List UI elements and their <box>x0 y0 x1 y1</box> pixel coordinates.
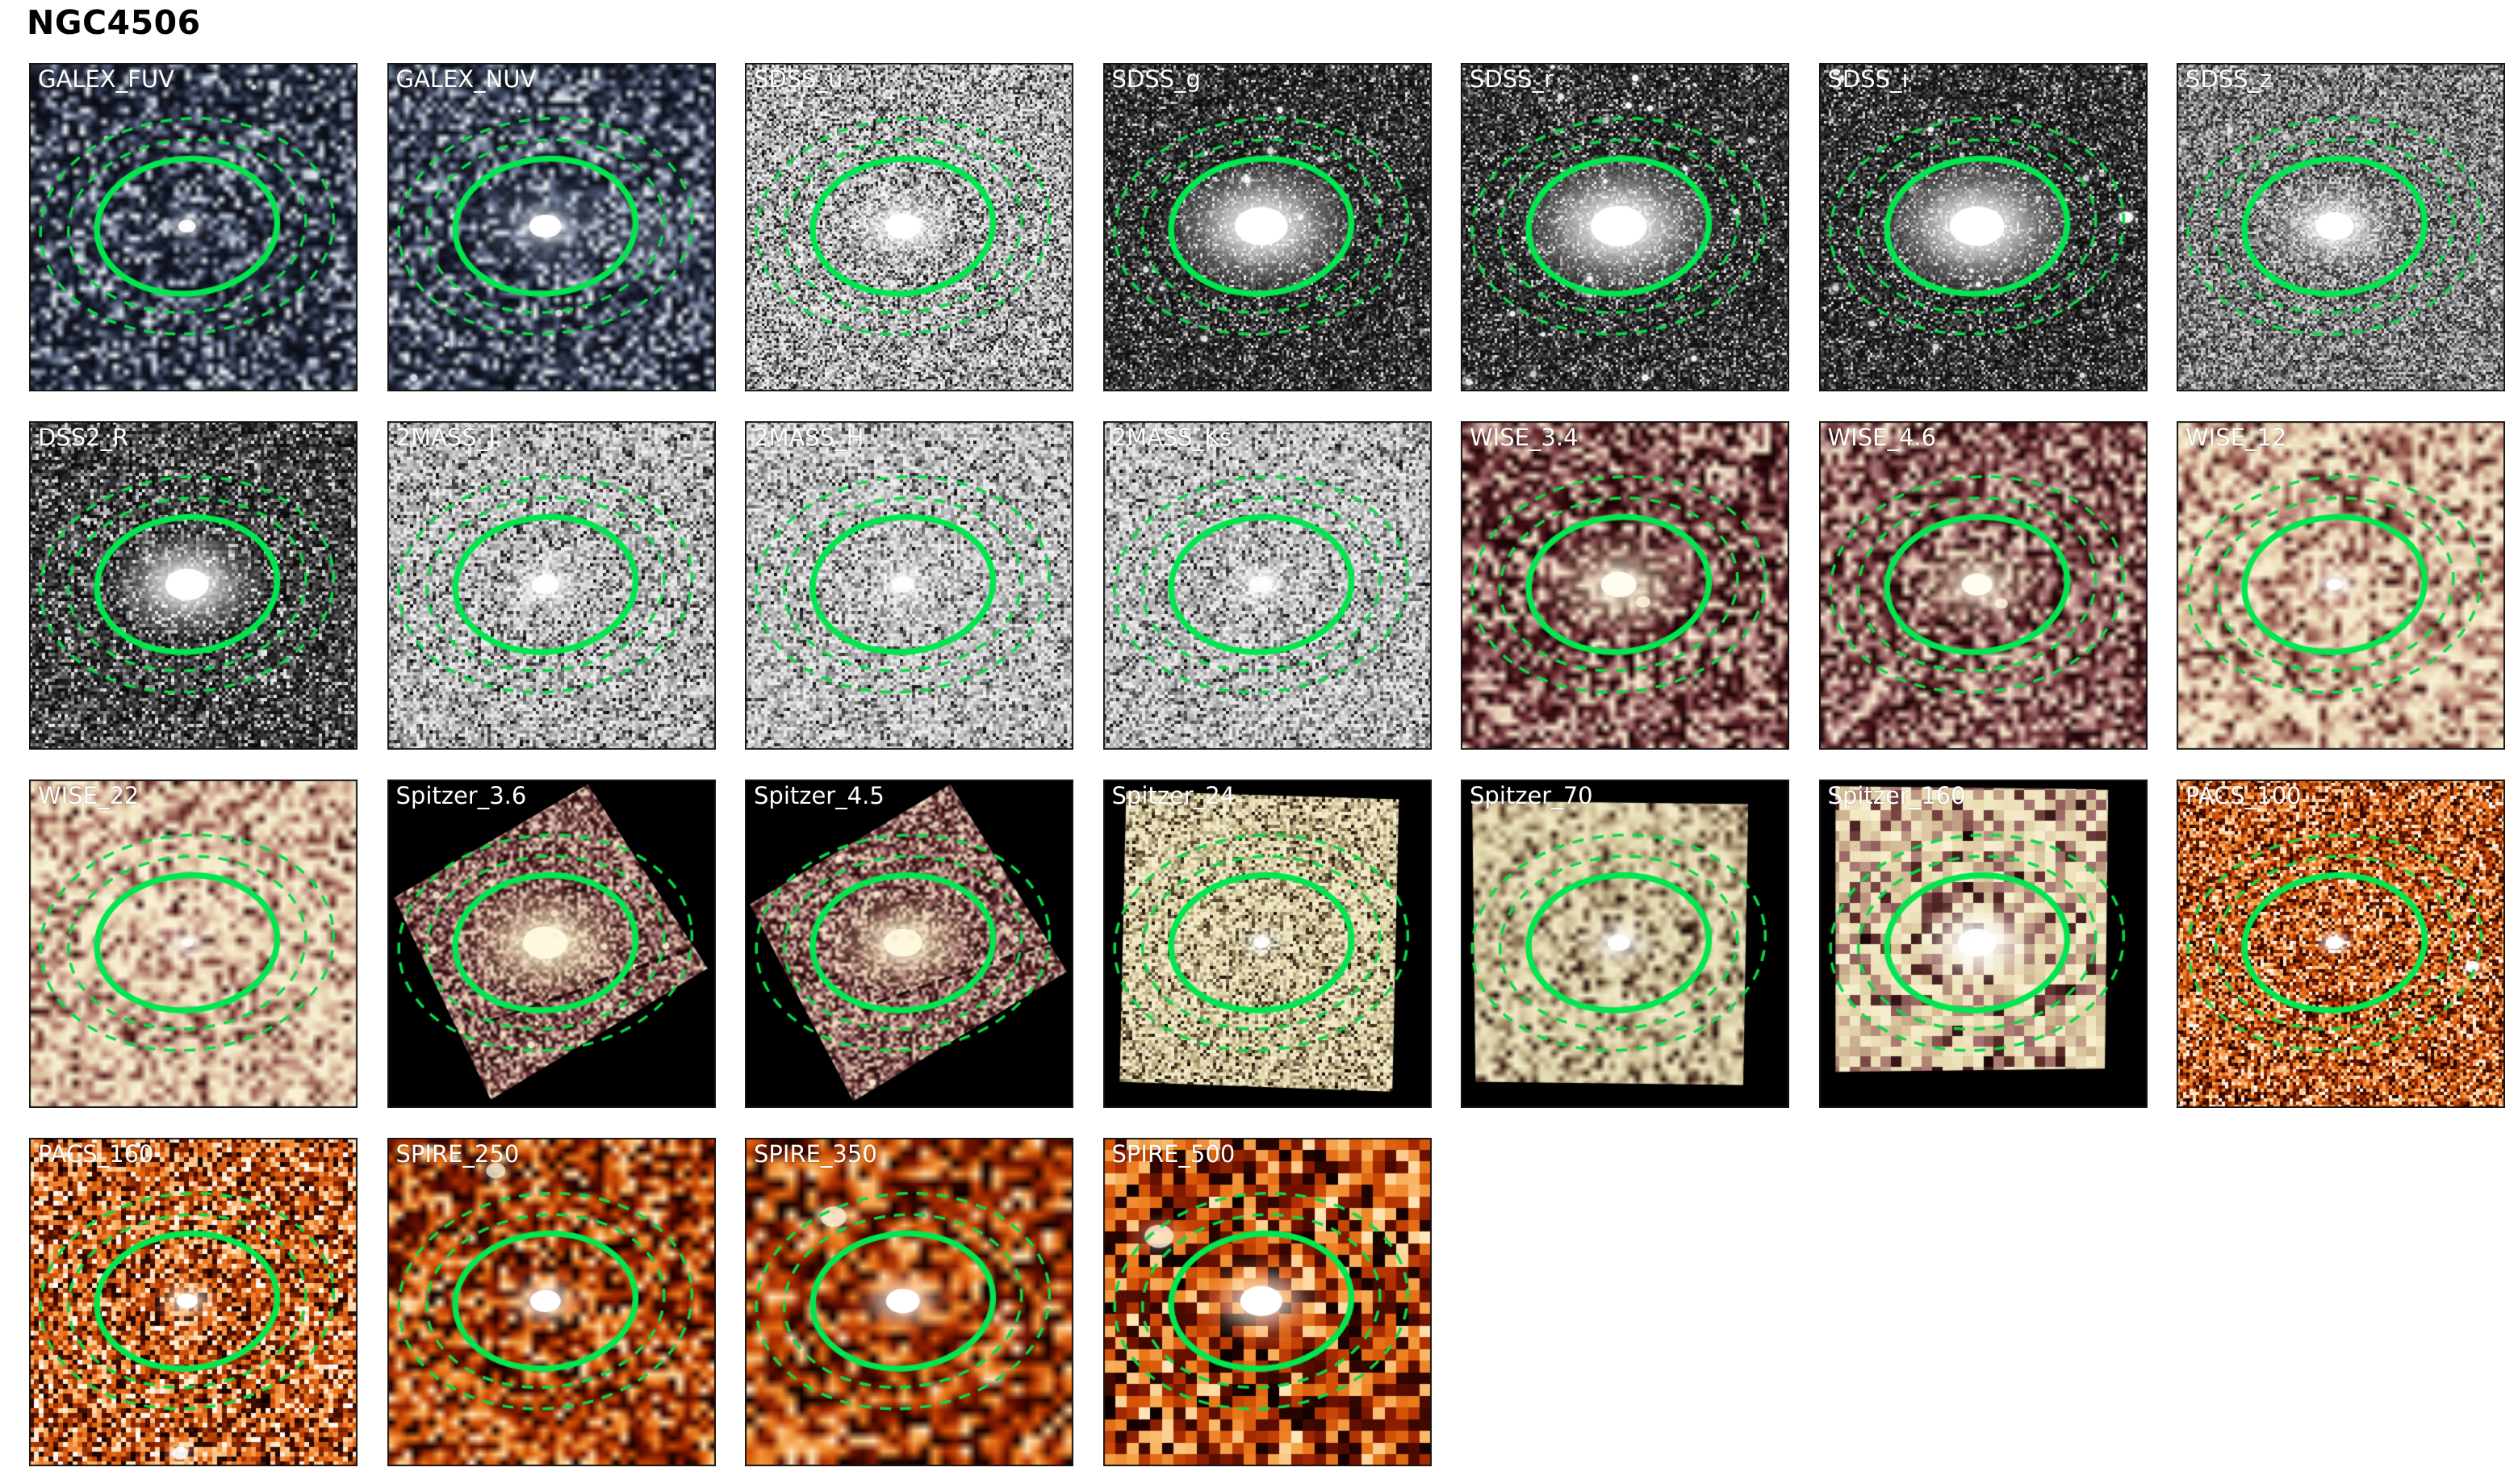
sky-image-canvas <box>29 63 358 391</box>
band-label: 2MASS_J <box>395 424 496 451</box>
band-image-panel-spitzer-24: Spitzer_24 <box>1102 780 1432 1108</box>
band-label: SDSS_r <box>1470 65 1554 93</box>
band-image-panel-galex-fuv: GALEX_FUV <box>29 63 358 391</box>
sky-image-canvas <box>1102 63 1432 391</box>
band-image-panel-wise-22: WISE_22 <box>29 780 358 1108</box>
sky-image-canvas <box>387 780 716 1108</box>
page-title: NGC4506 <box>27 3 201 42</box>
band-label: SDSS_g <box>1111 65 1201 93</box>
band-label: GALEX_NUV <box>395 65 537 93</box>
band-label: SPIRE_250 <box>395 1140 520 1168</box>
band-label: WISE_3.4 <box>1470 424 1579 451</box>
band-image-panel-spitzer-70: Spitzer_70 <box>1461 780 1789 1108</box>
band-image-panel-2mass-j: 2MASS_J <box>387 421 716 750</box>
band-image-panel-sdss-g: SDSS_g <box>1102 63 1432 391</box>
band-image-panel-pacs-100: PACS_100 <box>2177 780 2505 1108</box>
band-image-panel-wise-4-6: WISE_4.6 <box>1818 421 2148 750</box>
band-label: SDSS_i <box>1827 65 1909 93</box>
sky-image-canvas <box>29 1138 358 1466</box>
band-label: 2MASS_H <box>754 424 864 451</box>
band-image-panel-spitzer-160: Spitzer_160 <box>1818 780 2148 1108</box>
band-label: PACS_160 <box>38 1140 154 1168</box>
band-image-panel-spire-250: SPIRE_250 <box>387 1138 716 1466</box>
band-label: WISE_4.6 <box>1827 424 1937 451</box>
sky-image-canvas <box>1818 63 2148 391</box>
band-image-panel-sdss-i: SDSS_i <box>1818 63 2148 391</box>
band-label: GALEX_FUV <box>38 65 174 93</box>
band-image-panel-wise-12: WISE_12 <box>2177 421 2505 750</box>
band-label: PACS_100 <box>2185 782 2302 809</box>
band-label: SPIRE_350 <box>754 1140 877 1168</box>
band-label: 2MASS_Ks <box>1111 424 1232 451</box>
sky-image-canvas <box>2177 421 2505 750</box>
band-image-panel-wise-3-4: WISE_3.4 <box>1461 421 1789 750</box>
sky-image-canvas <box>2177 780 2505 1108</box>
sky-image-canvas <box>387 1138 716 1466</box>
band-label: SDSS_z <box>2185 65 2273 93</box>
sky-image-canvas <box>1102 1138 1432 1466</box>
band-label: Spitzer_24 <box>1111 782 1236 809</box>
sky-image-canvas <box>745 1138 1073 1466</box>
sky-image-canvas <box>29 780 358 1108</box>
sky-image-canvas <box>1102 780 1432 1108</box>
sky-image-canvas <box>745 780 1073 1108</box>
band-label: SPIRE_500 <box>1111 1140 1236 1168</box>
sky-image-canvas <box>1461 780 1789 1108</box>
band-label: Spitzer_70 <box>1470 782 1593 809</box>
band-label: SDSS_u <box>754 65 843 93</box>
band-label: Spitzer_4.5 <box>754 782 885 809</box>
sky-image-canvas <box>1461 63 1789 391</box>
sky-image-canvas <box>1461 421 1789 750</box>
band-image-panel-dss2-r: DSS2_R <box>29 421 358 750</box>
sky-image-canvas <box>1818 421 2148 750</box>
band-image-panel-2mass-h: 2MASS_H <box>745 421 1073 750</box>
band-label: Spitzer_160 <box>1827 782 1966 809</box>
sky-image-canvas <box>1818 780 2148 1108</box>
band-image-panel-galex-nuv: GALEX_NUV <box>387 63 716 391</box>
sky-image-canvas <box>387 421 716 750</box>
sky-image-canvas <box>2177 63 2505 391</box>
band-image-panel-sdss-z: SDSS_z <box>2177 63 2505 391</box>
sky-image-canvas <box>29 421 358 750</box>
band-image-panel-spitzer-4-5: Spitzer_4.5 <box>745 780 1073 1108</box>
sky-image-canvas <box>1102 421 1432 750</box>
band-image-panel-sdss-r: SDSS_r <box>1461 63 1789 391</box>
band-image-panel-2mass-ks: 2MASS_Ks <box>1102 421 1432 750</box>
band-image-panel-spire-350: SPIRE_350 <box>745 1138 1073 1466</box>
band-label: Spitzer_3.6 <box>395 782 527 809</box>
band-image-panel-sdss-u: SDSS_u <box>745 63 1073 391</box>
band-label: WISE_12 <box>2185 424 2287 451</box>
band-image-panel-spire-500: SPIRE_500 <box>1102 1138 1432 1466</box>
band-image-panel-spitzer-3-6: Spitzer_3.6 <box>387 780 716 1108</box>
band-label: DSS2_R <box>38 424 129 451</box>
sky-image-canvas <box>387 63 716 391</box>
sky-image-canvas <box>745 63 1073 391</box>
sky-image-canvas <box>745 421 1073 750</box>
band-image-panel-pacs-160: PACS_160 <box>29 1138 358 1466</box>
band-label: WISE_22 <box>38 782 140 809</box>
